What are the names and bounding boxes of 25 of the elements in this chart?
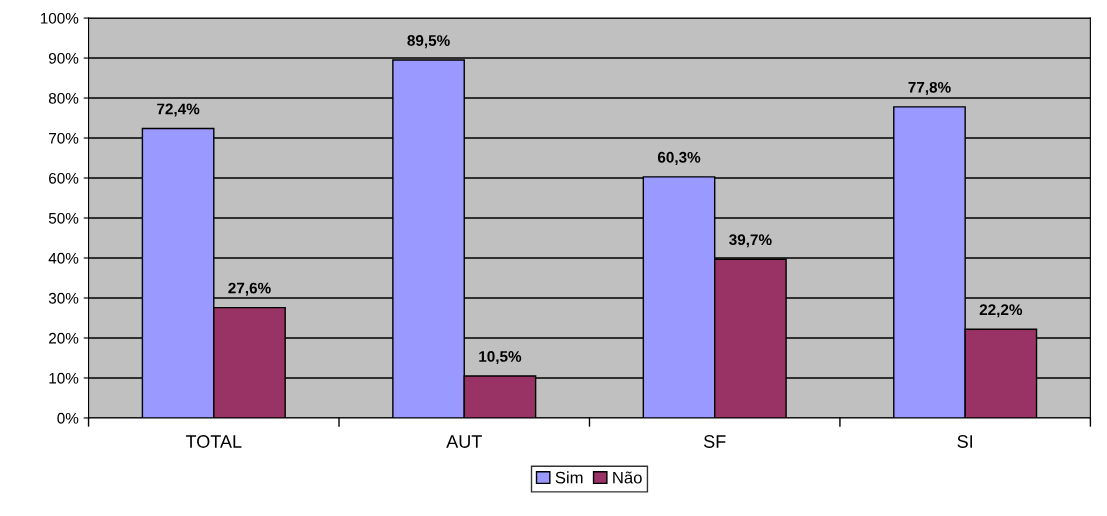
x-tick-label: SI (957, 435, 973, 448)
y-tick-label: 80% (48, 92, 79, 104)
data-label: 60,3% (657, 151, 701, 165)
x-tick-label: SF (703, 435, 726, 448)
x-tick-label: TOTAL (185, 435, 242, 448)
y-tick-label: 50% (48, 212, 79, 224)
y-tick-label: 90% (48, 52, 79, 64)
y-tick-label: 20% (49, 332, 79, 344)
y-tick-label: 0% (57, 412, 79, 424)
data-label: 10,5% (479, 351, 522, 365)
data-label: 27,6% (228, 282, 271, 296)
y-tick-label: 100% (40, 12, 79, 24)
legend-label: Sim (555, 471, 583, 484)
legend-label: Não (613, 471, 642, 484)
data-label: 89,5% (407, 35, 450, 49)
y-tick-label: 40% (48, 252, 79, 264)
y-tick-label: 10% (49, 372, 79, 384)
data-label: 39,7% (729, 234, 772, 248)
y-tick-label: 30% (48, 292, 79, 304)
y-tick-label: 60% (49, 172, 79, 184)
data-label: 22,2% (979, 304, 1023, 318)
x-tick-label: AUT (446, 435, 482, 448)
data-label: 77,8% (908, 81, 951, 95)
y-tick-label: 70% (49, 132, 79, 144)
data-label: 72,4% (157, 103, 200, 117)
